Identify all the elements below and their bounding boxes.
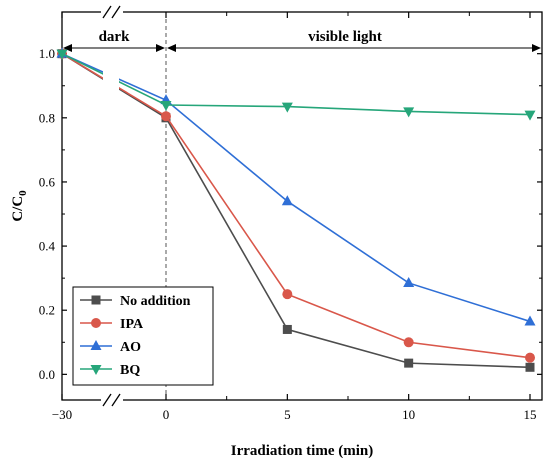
data-point: [525, 352, 535, 363]
data-point: [403, 276, 415, 287]
legend-marker: [91, 295, 101, 305]
visible-light-region-label: visible light: [308, 29, 382, 45]
top-axis-break-icon: [101, 5, 123, 19]
visible-light-region-arrow: [167, 44, 541, 52]
data-point: [56, 49, 68, 60]
data-point: [404, 358, 414, 368]
data-point: [281, 102, 293, 113]
data-point: [525, 362, 535, 372]
y-tick-label: 0.0: [39, 367, 55, 382]
data-point: [524, 110, 536, 121]
legend-marker: [90, 340, 102, 350]
x-tick-label: 0: [163, 407, 170, 422]
x-tick-label: 10: [402, 407, 415, 422]
series-bq: [56, 49, 536, 121]
legend-label: No addition: [120, 294, 191, 309]
y-tick-label: 1.0: [39, 46, 55, 61]
data-point: [160, 100, 172, 111]
data-point: [281, 195, 293, 206]
x-axis: −30 0 5 10 15: [52, 12, 537, 422]
legend-marker: [91, 318, 101, 328]
legend-label: BQ: [120, 363, 140, 378]
series-ao: [56, 47, 536, 326]
data-point: [161, 111, 171, 122]
dark-region-arrow: [63, 44, 165, 52]
legend-label: IPA: [120, 317, 144, 332]
series-layer: [56, 47, 536, 372]
data-point: [403, 337, 414, 348]
data-point: [403, 107, 415, 118]
legend-label: AO: [120, 340, 141, 355]
y-tick-label: 0.2: [39, 303, 55, 318]
y-axis-title-main: C/C: [10, 196, 26, 222]
y-axis: 0.0 0.2 0.4 0.6 0.8 1.0: [39, 46, 542, 382]
x-tick-label: 5: [284, 407, 291, 422]
svg-text:C/C0: C/C0: [10, 190, 29, 222]
x-tick-label: 15: [524, 407, 537, 422]
data-point: [282, 324, 292, 334]
y-axis-title: C/C0: [10, 190, 29, 222]
bottom-axis-break-icon: [101, 393, 123, 407]
plot-frame: [61, 11, 543, 401]
legend: No addition IPA AO BQ: [72, 286, 214, 386]
legend-marker: [90, 365, 102, 375]
y-axis-title-subscript: 0: [17, 190, 29, 196]
series-line: [61, 52, 531, 323]
y-tick-label: 0.4: [39, 239, 56, 254]
series-line: [61, 52, 531, 116]
dark-region-label: dark: [99, 29, 131, 45]
y-tick-label: 0.6: [39, 174, 56, 189]
y-tick-label: 0.8: [39, 110, 55, 125]
data-point: [524, 315, 536, 326]
data-point: [282, 289, 293, 300]
x-axis-title: Irradiation time (min): [231, 443, 373, 459]
line-break-gap: [103, 70, 119, 104]
x-tick-label: −30: [52, 407, 72, 422]
